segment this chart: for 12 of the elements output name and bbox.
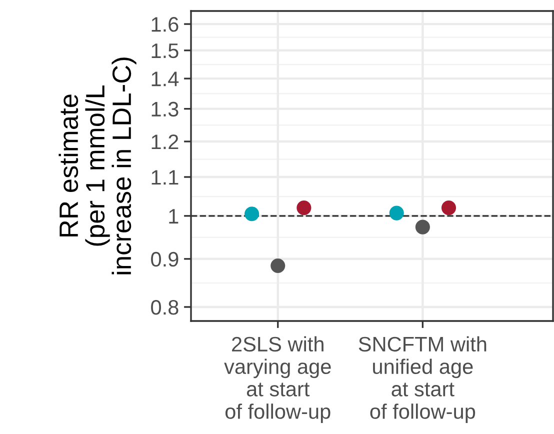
y-tick-label: 1 xyxy=(169,209,178,224)
x-tick-label: 2SLS with varying age at start of follow-up xyxy=(224,336,331,424)
y-tick-label: 0.8 xyxy=(151,300,178,315)
y-tick-label: 1.2 xyxy=(152,134,178,150)
y-tick-label: 1.6 xyxy=(152,17,178,32)
y-tick-label: 1.4 xyxy=(152,72,179,86)
y-tick-label: 1.3 xyxy=(152,102,178,117)
y-tick-label: 0.9 xyxy=(151,252,178,267)
y-tick-label: 1.5 xyxy=(152,44,178,58)
y-tick-label: 1.1 xyxy=(152,170,178,185)
y-axis-title: RR estimate (per 1 mmol/L increase in LDL-C) xyxy=(58,58,136,274)
x-tick-label: SNCFTM with unified age at start of follow-up xyxy=(358,336,486,424)
